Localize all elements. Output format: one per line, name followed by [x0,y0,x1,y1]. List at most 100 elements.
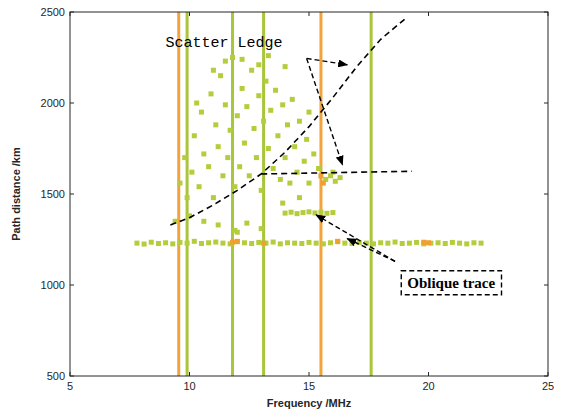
echo-point [230,240,235,245]
echo-point [263,79,268,84]
echo-point [450,240,455,245]
echo-point [393,240,398,245]
echo-point [256,240,261,245]
annotation-arrow [316,215,395,261]
y-tick-label: 2000 [41,97,65,109]
interference-line [319,12,322,376]
echo-point [443,241,448,246]
echo-point [297,195,302,200]
echo-point [292,241,297,246]
echo-point [299,241,304,246]
x-tick-label: 10 [183,380,195,392]
interference-line [186,12,189,376]
y-tick-label: 1500 [41,188,65,200]
echo-point [324,211,329,216]
echo-point [194,101,199,106]
echo-point [230,55,235,60]
x-tick-label: 20 [422,380,434,392]
chart: 5101520255001000150020002500Frequency /M… [0,0,565,415]
echo-point [479,241,484,246]
x-tick-top [70,12,71,16]
echo-point [244,104,249,109]
echo-point [414,240,419,245]
echo-point [163,240,168,245]
x-tick-top [428,12,429,16]
echo-point [301,210,306,215]
plot-frame [70,12,548,376]
echo-point [223,59,228,64]
trend-curve [261,171,412,174]
echo-point [292,144,297,149]
echo-point [199,110,204,115]
annotation-box [401,271,501,295]
echo-point [249,68,254,73]
marks [134,12,483,376]
echo-point [254,155,259,160]
echo-point [249,241,254,246]
y-tick-label: 1000 [41,279,65,291]
echo-point [314,241,319,246]
echo-point [223,102,228,107]
echo-point [211,195,216,200]
echo-point [371,241,376,246]
echo-point [211,68,216,73]
echo-point [247,173,252,178]
x-tick [189,372,190,376]
echo-point [290,97,295,102]
echo-point [302,159,307,164]
echo-point [278,177,283,182]
interference-line [370,12,373,376]
annotation-text: Oblique trace [407,275,495,291]
echo-point [407,241,412,246]
echo-point [259,188,264,193]
echo-point [182,155,187,160]
y-tick-right [544,103,548,104]
echo-point [177,181,182,186]
echo-point [242,240,247,245]
echo-point [189,170,194,175]
y-tick-label: 500 [47,370,65,382]
echo-point [335,239,340,244]
y-tick-right [544,194,548,195]
echo-point [297,119,302,124]
x-tick [428,372,429,376]
echo-point [216,144,221,149]
annotation-text: Scatter Ledge [166,35,283,52]
plot-background [70,12,548,376]
echo-point [220,241,225,246]
echo-point [213,240,218,245]
interference-line [177,12,180,376]
echo-point [225,155,230,160]
x-tick [548,372,549,376]
annotation-arrow [307,58,348,64]
y-tick [70,285,74,286]
y-tick [70,376,74,377]
echo-point [335,239,340,244]
echo-point [321,241,326,246]
echo-point [201,151,206,156]
echo-point [149,240,154,245]
echo-point [209,91,214,96]
echo-point [328,240,333,245]
echo-point [232,184,237,189]
annotation-arrow [347,239,395,262]
echo-point [295,211,300,216]
echo-point [271,240,276,245]
y-tick-right [544,12,548,13]
echo-point [342,241,347,246]
echo-point [350,241,355,246]
echo-point [400,241,405,246]
echo-point [307,240,312,245]
x-tick-top [548,12,549,16]
echo-point [318,173,323,178]
x-axis-title: Frequency /MHz [267,397,352,409]
echo-point [426,240,431,245]
echo-point [421,240,426,245]
echo-point [185,195,190,200]
echo-point [240,86,245,91]
echo-point [275,133,280,138]
page: {"chart_data": { "type": "scatter", "x_l… [0,0,565,415]
echo-point [185,241,190,246]
echo-point [220,173,225,178]
echo-point [142,242,147,247]
